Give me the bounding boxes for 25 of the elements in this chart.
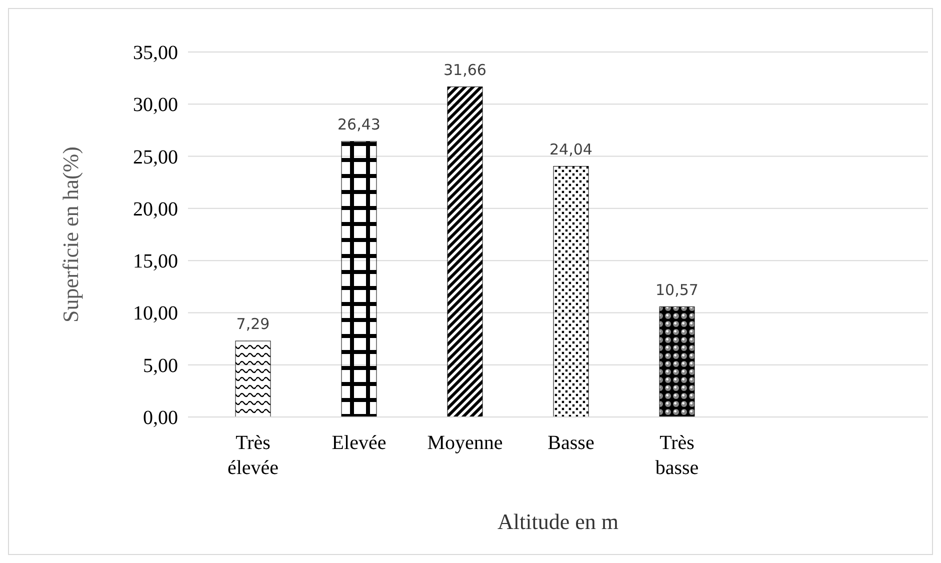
bar: [553, 166, 589, 418]
bar: [447, 86, 483, 418]
y-tick-label: 35,00: [133, 42, 178, 64]
x-tick-label: Très basse: [655, 432, 699, 479]
x-tick-label: Basse: [548, 432, 594, 454]
data-label: 24,04: [550, 140, 592, 158]
bar: [341, 141, 377, 418]
data-label: 26,43: [338, 115, 380, 134]
y-tick-label: 5,00: [143, 354, 178, 377]
y-tick-label: 10,00: [133, 302, 178, 325]
y-tick-label: 20,00: [133, 198, 178, 220]
bar: [235, 340, 271, 418]
x-tick-label: Elevée: [332, 432, 386, 454]
y-tick-label: 15,00: [133, 250, 178, 273]
y-tick-label: 0,00: [143, 407, 178, 429]
x-tick-label: Moyenne: [427, 432, 503, 454]
bar: [659, 306, 695, 418]
data-label: 7,29: [236, 314, 270, 333]
data-label: 31,66: [444, 60, 486, 79]
y-axis-title: Superficie en ha(%): [58, 146, 83, 322]
x-tick-label: Très élevée: [227, 432, 279, 479]
y-tick-label: 25,00: [133, 146, 178, 168]
x-axis-title: Altitude en m: [498, 509, 618, 534]
data-label: 10,57: [656, 280, 698, 299]
y-tick-label: 30,00: [133, 94, 178, 116]
